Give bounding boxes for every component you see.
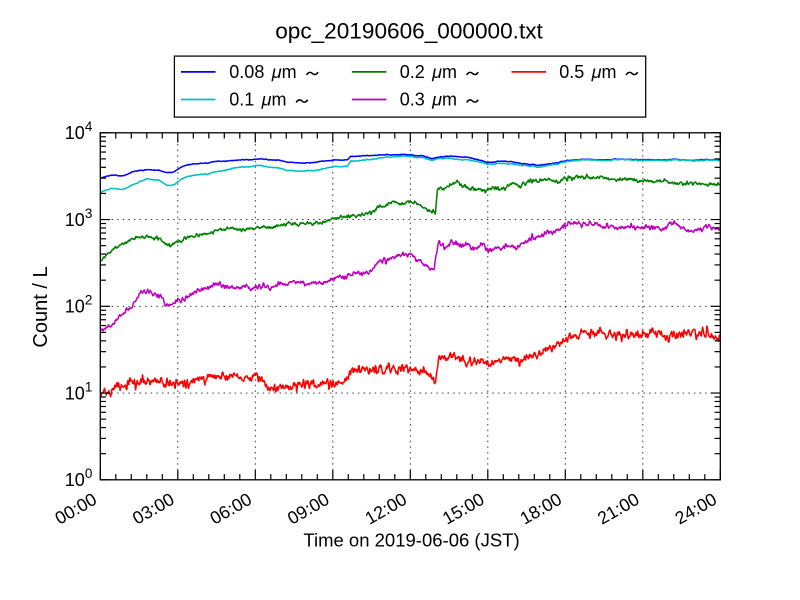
svg-text:0.1: 0.1 — [229, 90, 254, 110]
svg-text:μm: μm — [591, 62, 617, 82]
svg-text:0.5: 0.5 — [559, 62, 584, 82]
svg-text:opc_20190606_000000.txt: opc_20190606_000000.txt — [275, 19, 543, 44]
svg-text:μm: μm — [431, 90, 457, 110]
svg-text:μm: μm — [261, 90, 287, 110]
svg-text:μm: μm — [271, 62, 297, 82]
svg-text:0.2: 0.2 — [400, 62, 425, 82]
svg-text:Time on 2019-06-06 (JST): Time on 2019-06-06 (JST) — [303, 529, 519, 550]
svg-text:μm: μm — [431, 62, 457, 82]
svg-text:0.3: 0.3 — [400, 90, 425, 110]
svg-text:0.08: 0.08 — [229, 62, 264, 82]
svg-text:Count / L: Count / L — [30, 266, 52, 347]
